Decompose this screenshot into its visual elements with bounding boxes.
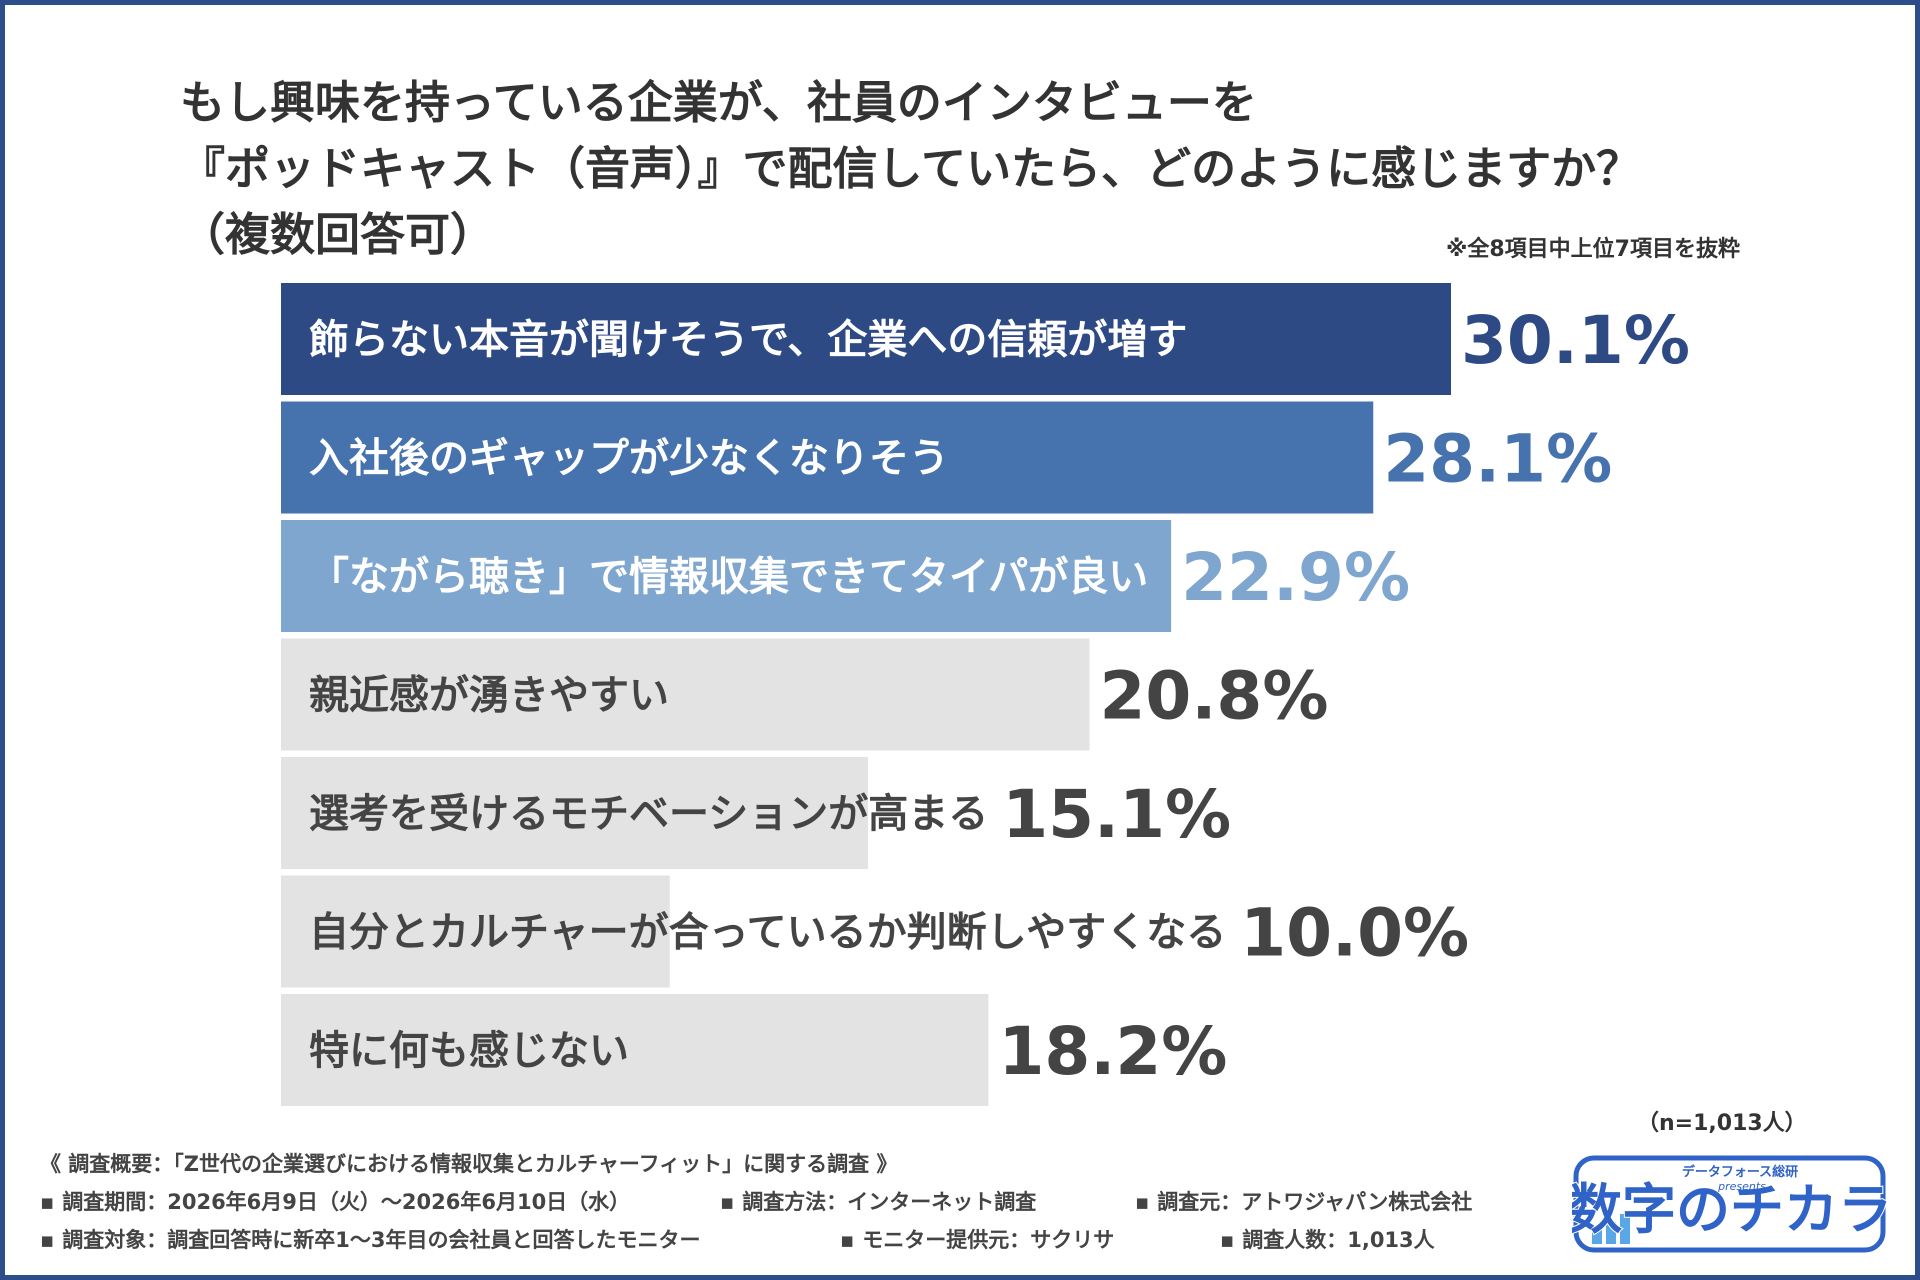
title-line-1: もし興味を持っている企業が、社員のインタビューを <box>180 76 1257 129</box>
value-label-3: 22.9% <box>1181 539 1410 616</box>
bar-label-7: 特に何も感じない <box>309 1028 629 1074</box>
value-label-1: 30.1% <box>1461 302 1690 379</box>
logo-bar-icon <box>1606 1222 1616 1244</box>
survey-source: 調査元：アトワジャパン株式会社 <box>1135 1183 1472 1221</box>
bar-4 <box>281 638 1090 751</box>
survey-details-row-2: 調査対象：調査回答時に新卒1〜3年目の会社員と回答したモニター モニター提供元：… <box>40 1221 1540 1259</box>
title-line-3: （複数回答可） <box>180 208 496 261</box>
value-label-4: 20.8% <box>1100 658 1329 735</box>
logo-bar-icon <box>1592 1230 1602 1244</box>
value-label-5: 15.1% <box>1002 776 1231 853</box>
logo-bar-icon <box>1620 1214 1630 1244</box>
logo-frame <box>1573 1155 1886 1253</box>
logo-sub-text: データフォース総研 <box>1682 1164 1798 1180</box>
title-line-2: 『ポッドキャスト（音声）』で配信していたら、どのように感じますか？ <box>180 142 1642 195</box>
bar-3 <box>281 520 1172 632</box>
bar-label-2: 入社後のギャップが少なくなりそう <box>309 436 949 482</box>
survey-period: 調査期間：2026年6月9日（火）〜2026年6月10日（水） <box>40 1183 630 1221</box>
bar-6 <box>281 875 670 988</box>
bar-label-4: 親近感が湧きやすい <box>309 673 669 719</box>
bar-7 <box>281 994 989 1106</box>
value-label-7: 18.2% <box>998 1013 1227 1090</box>
monitor-provider: モニター提供元：サクリサ <box>840 1221 1114 1259</box>
chart-title: もし興味を持っている企業が、社員のインタビューを 『ポッドキャスト（音声）』で配… <box>180 70 1780 268</box>
bar-5 <box>281 757 868 869</box>
value-label-2: 28.1% <box>1383 421 1612 498</box>
bar-label-3: 「ながら聴き」で情報収集できてタイパが良い <box>309 554 1148 600</box>
value-label-6: 10.0% <box>1240 895 1469 972</box>
sample-size: （n=1,013人） <box>1637 1111 1807 1136</box>
bar-label-5: 選考を受けるモチベーションが高まる <box>309 791 988 837</box>
logo-main-text: 数字のチカラ <box>1572 1178 1887 1241</box>
survey-summary-title: 《 調査概要：「Z世代の企業選びにおける情報収集とカルチャーフィット」に関する調… <box>40 1145 1540 1183</box>
bar-2 <box>281 401 1374 514</box>
bar-1 <box>281 283 1451 395</box>
survey-details-row-1: 調査期間：2026年6月9日（火）〜2026年6月10日（水） 調査方法：インタ… <box>40 1183 1540 1221</box>
excerpt-note: ※全8項目中上位7項目を抜粋 <box>1445 237 1740 262</box>
survey-method: 調査方法：インターネット調査 <box>720 1183 1036 1221</box>
survey-target: 調査対象：調査回答時に新卒1〜3年目の会社員と回答したモニター <box>40 1221 700 1259</box>
respondent-count: 調査人数：1,013人 <box>1220 1221 1434 1259</box>
logo-presents-text: presents <box>1717 1180 1766 1193</box>
bar-label-1: 飾らない本音が聞けそうで、企業への信頼が増す <box>309 317 1187 363</box>
survey-summary: 《 調査概要：「Z世代の企業選びにおける情報収集とカルチャーフィット」に関する調… <box>40 1145 1540 1259</box>
brand-logo: 数字のチカラ データフォース総研 presents <box>1572 1155 1887 1253</box>
bar-label-6: 自分とカルチャーが合っているか判断しやすくなる <box>309 910 1226 956</box>
summary-text: 《 調査概要：「Z世代の企業選びにおける情報収集とカルチャーフィット」に関する調… <box>40 1152 898 1176</box>
